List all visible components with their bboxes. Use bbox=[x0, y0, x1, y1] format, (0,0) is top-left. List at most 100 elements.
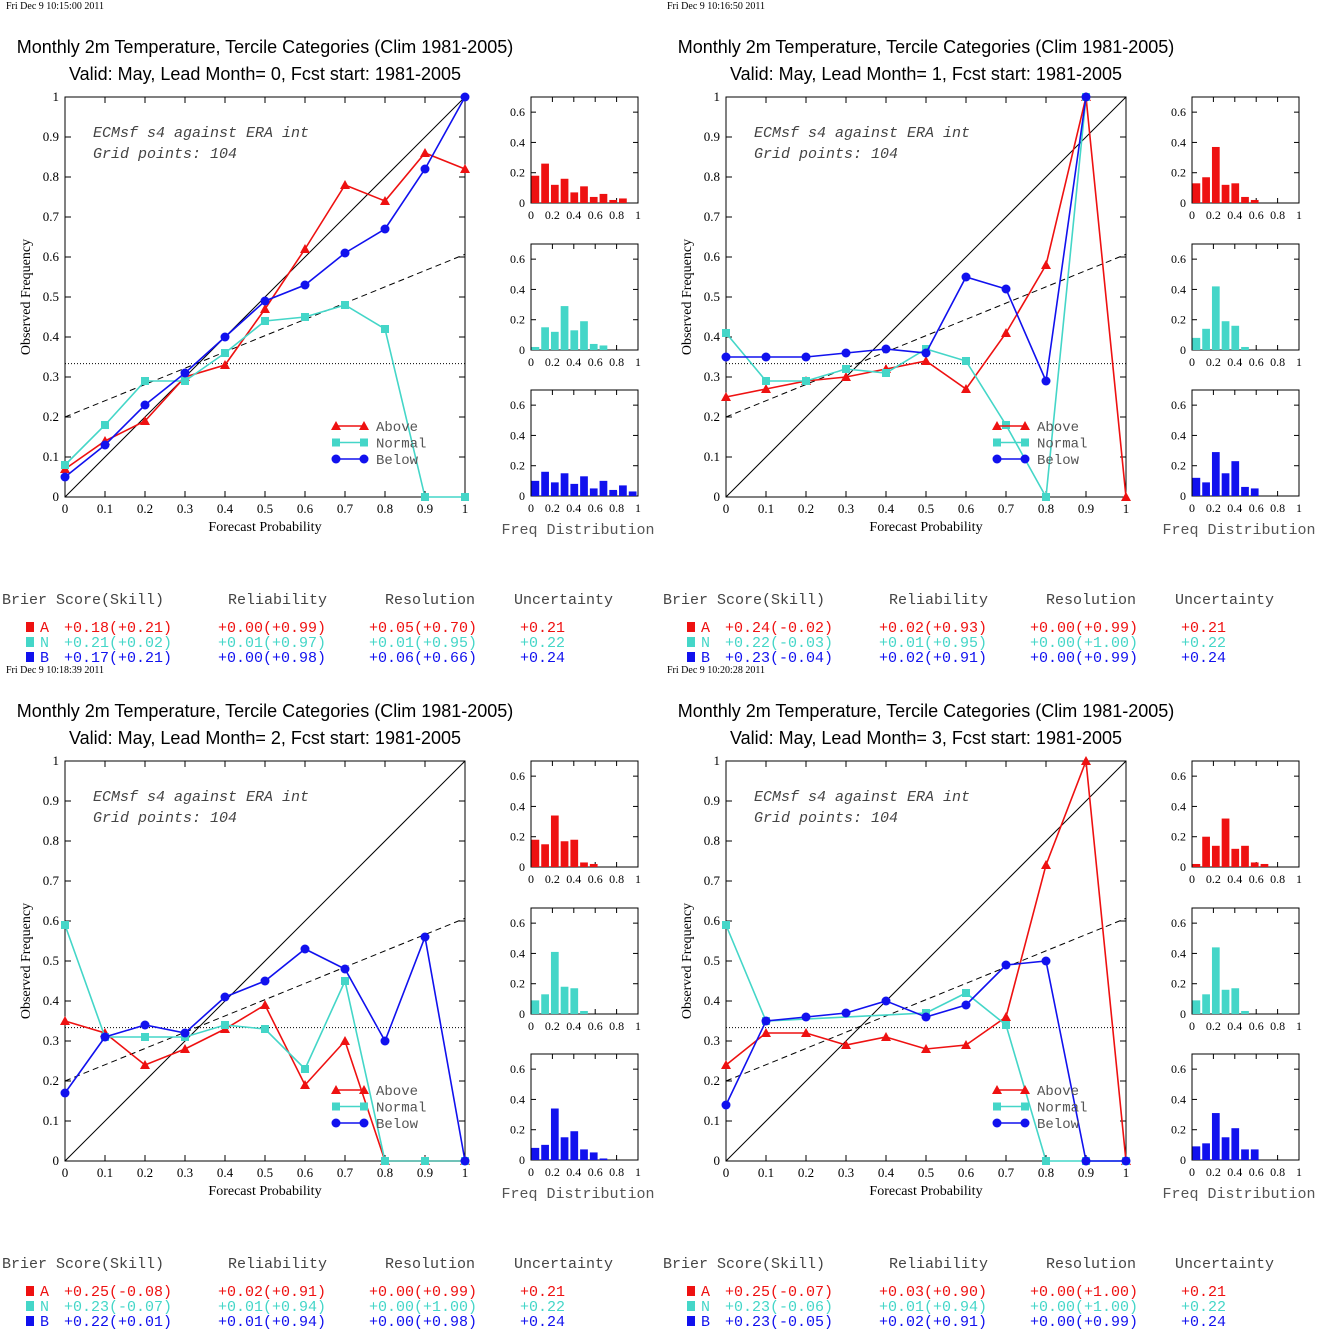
data-point-N bbox=[1002, 1021, 1010, 1029]
hist-bar-B bbox=[1241, 1149, 1249, 1160]
brier-header: Brier Score(Skill) bbox=[2, 1256, 164, 1273]
brier-reliability: +0.02(+0.93) bbox=[879, 620, 987, 637]
hist-bar-B bbox=[1221, 1137, 1230, 1160]
hist-x-tick-label: 1 bbox=[1296, 501, 1302, 515]
brier-score: +0.23(-0.06) bbox=[725, 1299, 833, 1316]
hist-x-tick-label: 0.8 bbox=[1270, 872, 1285, 886]
data-point-A bbox=[841, 1040, 851, 1049]
hist-x-tick-label: 0 bbox=[528, 355, 534, 369]
hist-y-tick-label: 0.4 bbox=[510, 135, 525, 149]
data-point-A bbox=[1001, 1012, 1011, 1021]
data-point-B bbox=[921, 1012, 931, 1022]
hist-bar-N bbox=[1231, 988, 1240, 1014]
brier-header: Resolution bbox=[385, 592, 475, 609]
hist-x-tick-label: 0.2 bbox=[1206, 1165, 1221, 1179]
data-point-A bbox=[1121, 492, 1131, 501]
hist-bar-B bbox=[599, 1158, 608, 1160]
chart-title: Monthly 2m Temperature, Tercile Categori… bbox=[678, 37, 1175, 57]
brier-uncertainty: +0.24 bbox=[1181, 1314, 1226, 1329]
y-tick-label: 0 bbox=[53, 1153, 60, 1168]
model-note: ECMsf s4 against ERA int bbox=[754, 125, 970, 142]
hist-bar-B bbox=[531, 480, 540, 496]
data-point-N bbox=[141, 1033, 149, 1041]
data-point-N bbox=[341, 977, 349, 985]
hist-x-tick-label: 0.6 bbox=[588, 1165, 603, 1179]
timestamp: Fri Dec 9 10:20:28 2011 bbox=[667, 665, 765, 676]
hist-bar-N bbox=[560, 306, 569, 350]
brier-reliability: +0.02(+0.91) bbox=[218, 1284, 326, 1301]
data-point-B bbox=[260, 296, 270, 306]
data-point-B bbox=[180, 368, 190, 378]
hist-bar-B bbox=[1202, 482, 1210, 496]
brier-swatch-A bbox=[687, 622, 695, 632]
hist-y-tick-label: 0.2 bbox=[510, 977, 525, 991]
brier-category: B bbox=[701, 650, 710, 667]
hist-x-tick-label: 0.4 bbox=[1227, 501, 1242, 515]
hist-y-tick-label: 0 bbox=[1180, 196, 1186, 210]
y-tick-label: 0.6 bbox=[43, 913, 60, 928]
y-tick-label: 0.3 bbox=[43, 369, 59, 384]
data-point-N bbox=[842, 365, 850, 373]
legend-label-B: Below bbox=[376, 453, 419, 469]
hist-y-tick-label: 0.4 bbox=[510, 428, 525, 442]
brier-score: +0.23(-0.04) bbox=[725, 650, 833, 667]
y-tick-label: 0.4 bbox=[43, 993, 60, 1008]
data-point-A bbox=[881, 1032, 891, 1041]
brier-reliability: +0.02(+0.91) bbox=[879, 1314, 987, 1329]
hist-bar-B bbox=[1231, 461, 1240, 496]
hist-y-tick-label: 0.6 bbox=[510, 398, 525, 412]
data-point-B bbox=[1001, 960, 1011, 970]
x-tick-label: 0.7 bbox=[337, 501, 354, 516]
data-point-B bbox=[460, 92, 470, 102]
brier-resolution: +0.00(+1.00) bbox=[1030, 1284, 1138, 1301]
hist-y-tick-label: 0.4 bbox=[1171, 428, 1186, 442]
brier-reliability: +0.03(+0.90) bbox=[879, 1284, 987, 1301]
brier-reliability: +0.01(+0.94) bbox=[879, 1299, 987, 1316]
brier-header: Reliability bbox=[889, 592, 988, 609]
hist-y-tick-label: 0.2 bbox=[1171, 166, 1186, 180]
hist-x-tick-label: 0.6 bbox=[1249, 355, 1264, 369]
hist-x-tick-label: 1 bbox=[1296, 1165, 1302, 1179]
data-point-B bbox=[100, 1032, 110, 1042]
perfect-reliability-line bbox=[64, 760, 466, 1162]
grid-points-note: Grid points: 104 bbox=[754, 146, 898, 163]
hist-x-tick-label: 1 bbox=[1296, 208, 1302, 222]
brier-score: +0.21(+0.02) bbox=[64, 635, 172, 652]
brier-header: Uncertainty bbox=[514, 592, 613, 609]
hist-y-tick-label: 0.6 bbox=[1171, 105, 1186, 119]
legend-marker-B bbox=[331, 1118, 341, 1128]
y-tick-label: 0.5 bbox=[704, 953, 720, 968]
hist-x-tick-label: 0 bbox=[1189, 1165, 1195, 1179]
x-tick-label: 0.7 bbox=[337, 1165, 354, 1180]
hist-x-tick-label: 1 bbox=[635, 872, 641, 886]
brier-uncertainty: +0.21 bbox=[520, 1284, 565, 1301]
hist-bar-A bbox=[560, 841, 569, 867]
data-point-B bbox=[420, 932, 430, 942]
x-tick-label: 0.3 bbox=[838, 1165, 854, 1180]
hist-bar-A bbox=[1241, 845, 1249, 867]
hist-y-tick-label: 0.6 bbox=[1171, 1062, 1186, 1076]
hist-x-tick-label: 1 bbox=[635, 208, 641, 222]
x-tick-label: 0.6 bbox=[958, 1165, 975, 1180]
hist-x-tick-label: 0.8 bbox=[609, 208, 624, 222]
hist-x-tick-label: 0.2 bbox=[545, 208, 560, 222]
hist-bar-B bbox=[560, 473, 569, 496]
x-tick-label: 0.9 bbox=[417, 1165, 433, 1180]
hist-x-tick-label: 0.6 bbox=[588, 1019, 603, 1033]
hist-y-tick-label: 0.6 bbox=[510, 252, 525, 266]
hist-x-tick-label: 0.4 bbox=[1227, 872, 1242, 886]
hist-bar-B bbox=[1221, 473, 1230, 496]
x-tick-label: 0 bbox=[62, 1165, 69, 1180]
data-point-N bbox=[181, 377, 189, 385]
hist-y-tick-label: 0.6 bbox=[510, 769, 525, 783]
model-note: ECMsf s4 against ERA int bbox=[754, 789, 970, 806]
hist-x-tick-label: 0 bbox=[528, 208, 534, 222]
data-point-B bbox=[881, 344, 891, 354]
hist-y-tick-label: 0 bbox=[519, 196, 525, 210]
hist-x-tick-label: 0 bbox=[1189, 208, 1195, 222]
hist-x-tick-label: 0 bbox=[1189, 872, 1195, 886]
panel-3: Fri Dec 9 10:20:28 2011 Monthly 2m Temper… bbox=[663, 665, 1316, 1329]
y-axis-label: Observed Frequency bbox=[680, 903, 695, 1019]
hist-y-tick-label: 0 bbox=[519, 1007, 525, 1021]
